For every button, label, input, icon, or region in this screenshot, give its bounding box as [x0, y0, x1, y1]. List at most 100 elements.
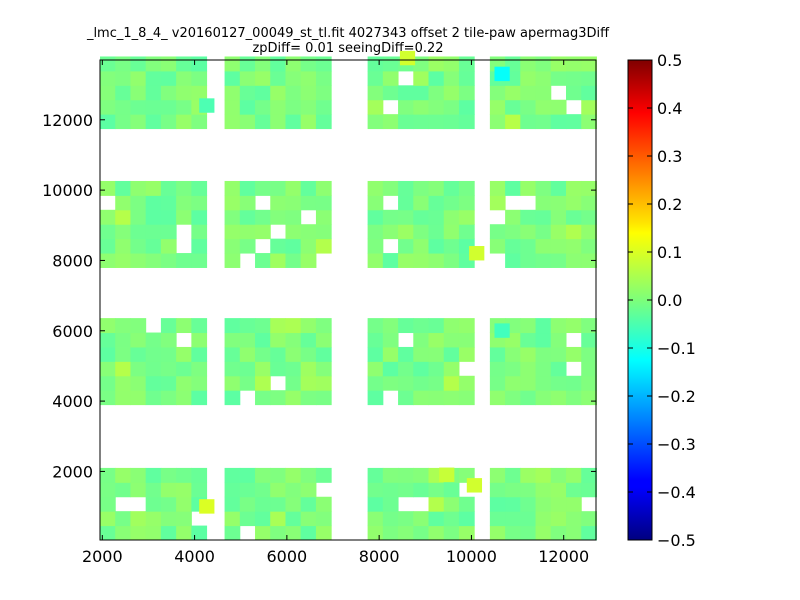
heatmap-cell	[458, 70, 475, 86]
heatmap-cell	[458, 375, 475, 391]
heatmap-cell	[428, 114, 445, 130]
heatmap-cell	[382, 361, 399, 377]
heatmap-cell	[535, 511, 552, 527]
heatmap-cell	[550, 467, 567, 483]
heatmap-cell	[239, 361, 256, 377]
heatmap-cell	[115, 318, 131, 334]
heatmap-cell	[191, 390, 208, 406]
heatmap-cell	[428, 195, 445, 211]
heatmap-cell	[505, 238, 521, 254]
heatmap-cell	[145, 332, 162, 348]
heatmap-cell	[270, 70, 286, 86]
heatmap-cell	[115, 180, 131, 196]
heatmap-cell	[145, 525, 162, 541]
heatmap-cell	[458, 496, 475, 512]
heatmap-cell	[458, 525, 475, 541]
heatmap-cell	[100, 346, 116, 362]
heatmap-cell	[315, 70, 332, 86]
heatmap-cell	[382, 482, 399, 498]
heatmap-cell	[270, 332, 286, 348]
heatmap-cell	[520, 253, 537, 268]
heatmap-cell	[520, 390, 537, 406]
heatmap-cell	[285, 56, 302, 72]
heatmap-cell	[255, 180, 271, 196]
heatmap-cell	[550, 195, 567, 211]
heatmap-cell	[458, 180, 475, 196]
heatmap-cell	[255, 525, 271, 541]
heatmap-cell	[160, 525, 177, 541]
heatmap-cell	[239, 238, 256, 254]
x-axis: 2000 4000 6000 8000 10000 12000	[82, 60, 589, 566]
heatmap-cell	[550, 346, 567, 362]
colorbar-tick-label: −0.3	[657, 435, 696, 454]
heatmap-cell	[458, 346, 475, 362]
heatmap-cell	[413, 238, 430, 254]
heatmap-cell	[224, 482, 241, 498]
heatmap-cell	[224, 195, 241, 211]
heatmap-cell	[300, 511, 317, 527]
heatmap-cell	[550, 253, 567, 268]
heatmap-cell	[224, 511, 241, 527]
heatmap-cell	[176, 361, 192, 377]
heatmap-cell	[115, 525, 131, 541]
heatmap-cell	[581, 224, 597, 240]
heatmap-cell	[255, 85, 271, 101]
heatmap-cell	[581, 70, 597, 86]
heatmap-cell	[130, 467, 147, 483]
heatmap-cell	[224, 525, 241, 541]
heatmap-cell	[535, 85, 552, 101]
heatmap-cell	[176, 467, 192, 483]
x-tick-label: 6000	[267, 547, 308, 566]
heatmap-cell	[398, 346, 414, 362]
heatmap-cell	[535, 238, 552, 254]
heatmap-cell	[535, 70, 552, 86]
heatmap-cell	[398, 318, 414, 334]
heatmap-cell	[428, 56, 445, 72]
heatmap-cell	[239, 467, 256, 483]
heatmap-cell	[367, 525, 384, 541]
heatmap-cell	[160, 99, 177, 115]
heatmap-cell	[115, 390, 131, 406]
heatmap-cell	[191, 56, 208, 72]
x-tick-label: 4000	[174, 547, 215, 566]
heatmap-cell	[270, 318, 286, 334]
heatmap-cell	[382, 114, 399, 130]
heatmap-cell	[285, 467, 302, 483]
heatmap-cell	[100, 511, 116, 527]
heatmap-cell	[489, 224, 506, 240]
heatmap-cell	[285, 390, 302, 406]
heatmap-cell	[550, 238, 567, 254]
heatmap-cell	[489, 496, 506, 512]
heatmap-cell	[413, 511, 430, 527]
colorbar-tick-label: 0.0	[657, 291, 682, 310]
heatmap-cell	[145, 114, 162, 130]
heatmap-cell	[145, 195, 162, 211]
heatmap-cell	[285, 238, 302, 254]
heatmap-cell	[489, 238, 506, 254]
heatmap-cell	[239, 209, 256, 225]
heatmap-cell	[224, 180, 241, 196]
heatmap-cell	[255, 482, 271, 498]
heatmap-cell	[300, 99, 317, 115]
heatmap-cell	[145, 224, 162, 240]
heatmap-cell	[566, 238, 582, 254]
heatmap-cell	[520, 114, 537, 130]
heatmap-cell	[382, 180, 399, 196]
heatmap-cell	[505, 85, 521, 101]
heatmap-cell	[428, 375, 445, 391]
y-tick-label: 8000	[52, 251, 93, 270]
heatmap-cell	[413, 209, 430, 225]
heatmap-cell-highlight	[199, 499, 215, 514]
heatmap-cell	[566, 224, 582, 240]
heatmap-cell	[315, 238, 332, 254]
heatmap-cell	[520, 525, 537, 541]
heatmap-cell	[100, 70, 116, 86]
heatmap-cell	[145, 375, 162, 391]
heatmap-cell	[443, 85, 460, 101]
heatmap-cell	[367, 375, 384, 391]
heatmap-cell	[382, 224, 399, 240]
heatmap-cell	[145, 209, 162, 225]
heatmap-cell	[191, 209, 208, 225]
heatmap-cell	[255, 318, 271, 334]
heatmap-cell	[382, 209, 399, 225]
